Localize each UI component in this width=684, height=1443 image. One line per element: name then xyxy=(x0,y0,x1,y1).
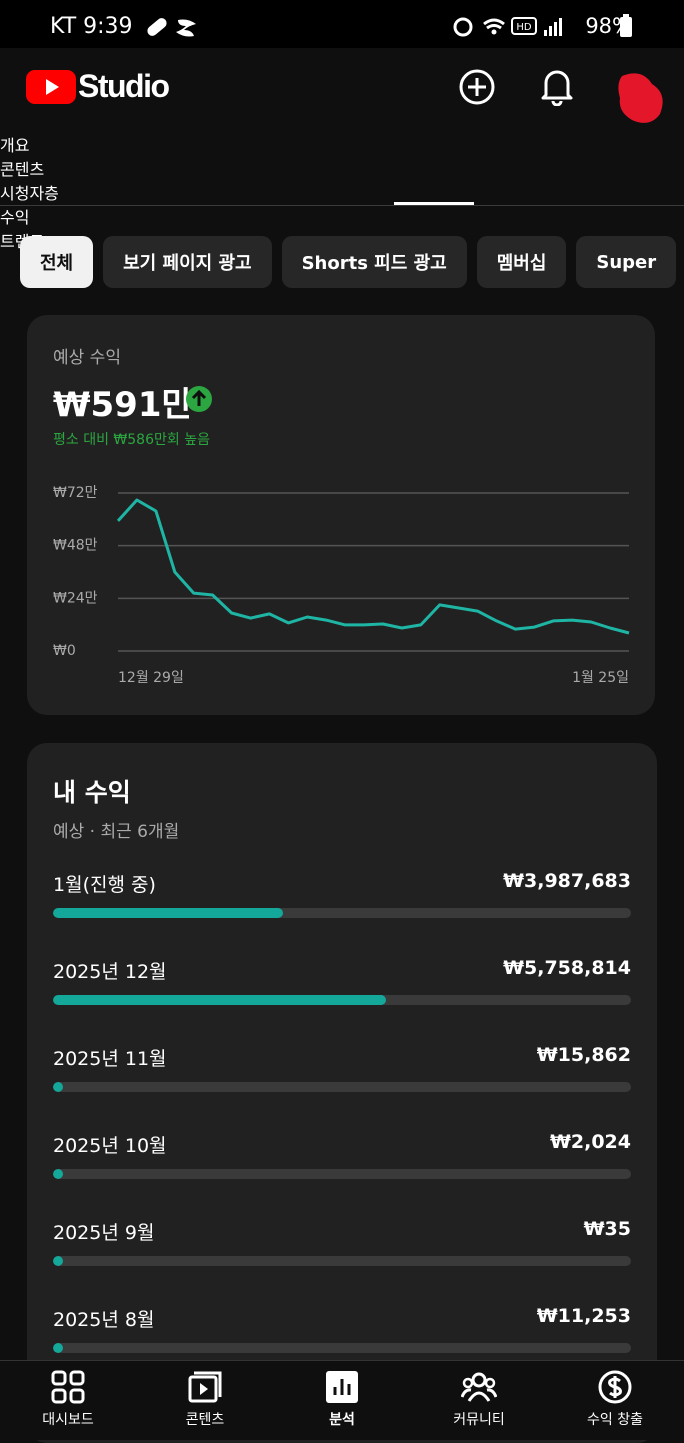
earnings-month: 2025년 10월 xyxy=(53,1135,167,1157)
earnings-amount: ₩11,253 xyxy=(536,1305,631,1327)
tab-underline xyxy=(394,202,474,205)
progress-track xyxy=(53,1256,631,1266)
battery-icon xyxy=(620,14,632,37)
progress-track xyxy=(53,908,631,918)
earnings-month: 2025년 11월 xyxy=(53,1048,167,1070)
tab[interactable]: 개요 xyxy=(0,136,30,155)
summary-label: 예상 수익 xyxy=(53,348,121,368)
avatar[interactable] xyxy=(610,66,674,130)
y-tick-label: ₩24만 xyxy=(53,590,98,606)
y-tick-label: ₩72만 xyxy=(53,485,98,501)
filter-chip[interactable]: 보기 페이지 광고 xyxy=(103,236,272,288)
x-tick-label: 1월 25일 xyxy=(572,670,629,686)
nav-label: 콘텐츠 xyxy=(185,1412,225,1428)
progress-track xyxy=(53,1169,631,1179)
create-button[interactable] xyxy=(458,68,496,106)
earnings-subtitle: 예상 · 최근 6개월 xyxy=(53,822,180,842)
tab[interactable]: 수익 xyxy=(0,208,30,227)
progress-bar xyxy=(53,1256,63,1266)
nav-label: 분석 xyxy=(329,1412,355,1428)
filter-chip[interactable]: Shorts 피드 광고 xyxy=(281,236,467,288)
status-icons-right: HD xyxy=(453,17,562,37)
y-tick-label: ₩48만 xyxy=(53,538,98,554)
bottom-nav: 대시보드 콘텐츠 분석 커뮤니티 수익 창출 xyxy=(0,1360,684,1440)
nav-icon xyxy=(461,1372,497,1402)
carrier-time: KT 9:39 xyxy=(50,14,133,39)
youtube-logo[interactable] xyxy=(26,68,76,104)
earnings-amount: ₩2,024 xyxy=(549,1131,631,1153)
y-tick-label: ₩0 xyxy=(53,643,76,659)
summary-comparison: 평소 대비 ₩586만회 높음 xyxy=(53,432,210,448)
notifications-button[interactable] xyxy=(538,66,576,106)
nav-label: 대시보드 xyxy=(42,1412,94,1428)
progress-bar xyxy=(53,1082,63,1092)
tab[interactable]: 시청자층 xyxy=(0,184,59,203)
revenue-chart: ₩0 ₩24만 ₩48만 ₩72만 12월 29일 1월 25일 xyxy=(53,485,630,686)
filter-chips: 전체 보기 페이지 광고 Shorts 피드 광고 멤버십 Super xyxy=(20,236,684,288)
status-icons xyxy=(147,18,196,37)
earnings-month: 1월(진행 중) xyxy=(53,874,156,896)
summary-amount: ₩591만 xyxy=(53,385,193,425)
earnings-amount: ₩15,862 xyxy=(536,1044,631,1066)
tab[interactable]: 콘텐츠 xyxy=(0,160,45,179)
earnings-amount: ₩3,987,683 xyxy=(503,870,631,892)
progress-bar xyxy=(53,995,386,1005)
x-tick-label: 12월 29일 xyxy=(118,670,184,686)
filter-chip[interactable]: Super xyxy=(576,236,677,288)
nav-item[interactable]: 커뮤니티 xyxy=(419,1369,539,1429)
nav-icon xyxy=(188,1371,222,1403)
earnings-amount: ₩35 xyxy=(583,1218,631,1240)
progress-bar xyxy=(53,908,284,918)
progress-track xyxy=(53,995,631,1005)
earnings-title: 내 수익 xyxy=(53,778,131,807)
earnings-month: 2025년 9월 xyxy=(53,1222,155,1244)
earnings-month: 2025년 12월 xyxy=(53,961,167,983)
svg-text:HD: HD xyxy=(516,22,532,33)
filter-chip[interactable]: 멤버십 xyxy=(476,236,567,288)
nav-item[interactable]: 콘텐츠 xyxy=(145,1369,265,1429)
nav-icon xyxy=(51,1370,85,1404)
progress-bar xyxy=(53,1169,63,1179)
nav-item[interactable]: 대시보드 xyxy=(8,1369,128,1429)
tab-bar: 개요콘텐츠시청자층수익트렌드 xyxy=(0,132,684,251)
nav-icon xyxy=(326,1371,358,1403)
earnings-month: 2025년 8월 xyxy=(53,1309,155,1331)
filter-chip[interactable]: 전체 xyxy=(20,236,94,288)
nav-label: 수익 창출 xyxy=(587,1412,643,1428)
status-bar: KT 9:39 HD 98% xyxy=(0,0,684,48)
nav-label: 커뮤니티 xyxy=(453,1412,505,1428)
line-series xyxy=(116,498,630,635)
nav-item[interactable]: 수익 창출 xyxy=(555,1369,675,1429)
estimated-revenue-card: 예상 수익 ₩591만 평소 대비 ₩586만회 높음 ₩0 ₩24만 ₩48만 ₩7… xyxy=(27,315,655,715)
trend-up-icon xyxy=(186,386,212,412)
progress-track xyxy=(53,1082,631,1092)
progress-bar xyxy=(53,1343,63,1353)
earnings-amount: ₩5,758,814 xyxy=(503,957,631,979)
earnings-rows: 1월(진행 중) ₩3,987,683 2025년 12월 ₩5,758,814 202… xyxy=(27,743,657,1443)
app-header: Studio xyxy=(0,48,684,132)
nav-item[interactable]: 분석 xyxy=(282,1369,402,1429)
nav-icon xyxy=(598,1370,632,1404)
progress-track xyxy=(53,1343,631,1353)
studio-logo[interactable]: Studio xyxy=(78,68,170,104)
my-revenue-card: 내 수익 예상 · 최근 6개월 1월(진행 중) ₩3,987,683 2025년… xyxy=(27,743,657,1443)
